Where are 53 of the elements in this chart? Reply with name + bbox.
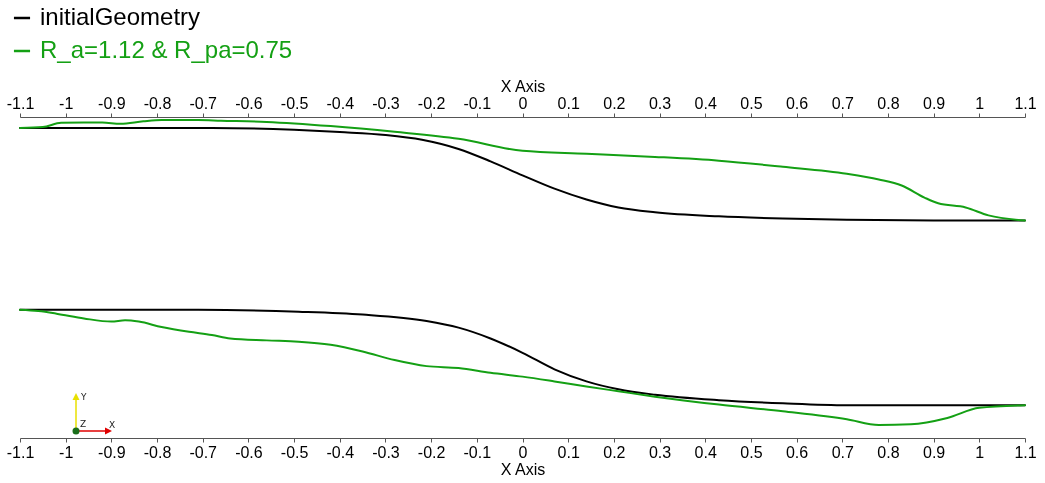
x-tick-label: -0.5 xyxy=(280,443,309,461)
x2-tick-label: -0.5 xyxy=(280,94,309,112)
annotation: X xyxy=(109,420,116,430)
annotation: Y xyxy=(80,392,87,402)
legend-label: initialGeometry xyxy=(40,3,201,30)
x-tick-label: 0.8 xyxy=(877,443,900,461)
x-tick-label: -0.3 xyxy=(372,443,400,461)
x-tick-label: -0.1 xyxy=(463,443,492,461)
x2-tick-label: -0.2 xyxy=(417,94,446,112)
x2-tick-label: 0.1 xyxy=(557,94,580,112)
x-tick-label: -0.8 xyxy=(143,443,172,461)
x2-tick-label: 0.6 xyxy=(785,94,809,112)
x2-tick-label: 1 xyxy=(975,94,985,112)
x-tick-label: -0.4 xyxy=(326,443,355,461)
x-tick-label: 1 xyxy=(975,443,985,461)
x-tick-label: 1.1 xyxy=(1014,443,1037,461)
annotation: Z xyxy=(80,419,87,429)
x-tick-label: 0.7 xyxy=(831,443,854,461)
x2-tick-label: -1.1 xyxy=(6,94,35,112)
x2-tick-label: -0.9 xyxy=(98,94,126,112)
x2-tick-label: 0.4 xyxy=(694,94,717,112)
x-tick-label: 0.2 xyxy=(603,443,626,461)
x2-tick-label: -0.8 xyxy=(143,94,172,112)
x-tick-label: 0.9 xyxy=(923,443,946,461)
x-tick-label: 0.5 xyxy=(740,443,763,461)
x-tick-label: -0.9 xyxy=(98,443,126,461)
x-tick-label: -0.7 xyxy=(189,443,218,461)
x2-tick-label: -0.3 xyxy=(372,94,400,112)
x2-tick-label: -1 xyxy=(59,94,74,112)
x-tick-label: -1.1 xyxy=(6,443,35,461)
x2-tick-label: 0 xyxy=(518,94,528,112)
x-tick-label: 0.1 xyxy=(557,443,580,461)
x2-tick-label: -0.4 xyxy=(326,94,355,112)
x2-tick-label: -0.6 xyxy=(235,94,263,112)
x-tick-label: -0.2 xyxy=(417,443,446,461)
x-tick-label: 0 xyxy=(518,443,528,461)
x2-tick-label: 0.2 xyxy=(603,94,626,112)
x2-tick-label: -0.7 xyxy=(189,94,218,112)
legend-label: R_a=1.12 & R_pa=0.75 xyxy=(40,36,293,63)
x-tick-label: -1 xyxy=(59,443,74,461)
x-tick-label: -0.6 xyxy=(235,443,263,461)
x2-tick-label: 0.9 xyxy=(923,94,946,112)
x-axis-title: X Axis xyxy=(500,460,546,478)
x2-tick-label: -0.1 xyxy=(463,94,492,112)
x2-tick-label: 1.1 xyxy=(1014,94,1037,112)
x2-axis-title: X Axis xyxy=(500,77,546,95)
x2-tick-label: 0.8 xyxy=(877,94,900,112)
x-tick-label: 0.3 xyxy=(648,443,672,461)
x2-tick-label: 0.7 xyxy=(831,94,854,112)
x2-tick-label: 0.3 xyxy=(648,94,672,112)
x-tick-label: 0.4 xyxy=(694,443,717,461)
x2-tick-label: 0.5 xyxy=(740,94,763,112)
x-tick-label: 0.6 xyxy=(785,443,809,461)
